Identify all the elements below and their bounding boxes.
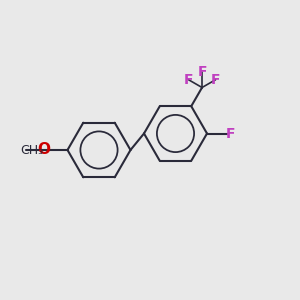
Text: F: F	[184, 73, 193, 87]
Text: F: F	[226, 127, 236, 140]
Text: F: F	[211, 73, 220, 87]
Text: CH₃: CH₃	[20, 143, 43, 157]
Text: F: F	[197, 65, 207, 79]
Text: O: O	[37, 142, 50, 157]
